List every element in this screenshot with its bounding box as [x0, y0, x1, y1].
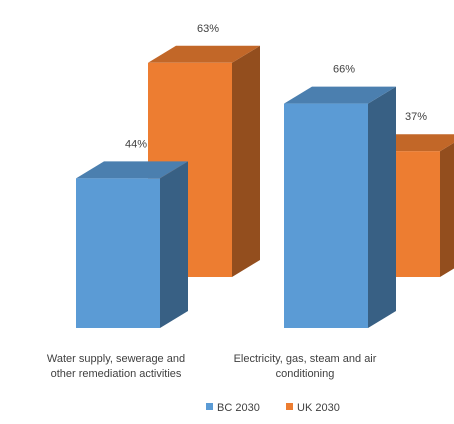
data-label: 37%: [405, 111, 427, 123]
category-labels-layer: Water supply, sewerage and other remediat…: [47, 353, 377, 380]
legend-swatch: [206, 403, 213, 410]
data-labels-layer: 63% 44% 37% 66%: [125, 23, 427, 151]
legend-label: BC 2030: [217, 402, 260, 414]
bars-layer: [76, 45, 454, 328]
bar-front-face: [284, 103, 368, 328]
data-label: 63%: [197, 23, 219, 35]
bar-bc-2030-2: [284, 86, 396, 328]
legend-item-bc-2030: BC 2030: [206, 402, 260, 414]
data-label: 66%: [333, 64, 355, 76]
legend-item-uk-2030: UK 2030: [286, 402, 340, 414]
bar-top-face: [284, 86, 396, 104]
legend-label: UK 2030: [297, 402, 340, 414]
bar-side-face: [160, 161, 188, 328]
bar-side-face: [232, 45, 260, 277]
bar-front-face: [76, 178, 160, 328]
data-label: 44%: [125, 138, 147, 150]
bar-bc-2030-1: [76, 161, 188, 328]
bar-side-face: [368, 86, 396, 328]
legend-swatch: [286, 403, 293, 410]
bar-side-face: [440, 142, 454, 277]
category-label: Water supply, sewerage and other remediat…: [47, 353, 185, 380]
legend: BC 2030 UK 2030: [206, 402, 340, 414]
bar-top-face: [148, 45, 260, 63]
bar-top-face: [76, 161, 188, 179]
category-label: Electricity, gas, steam and air condition…: [234, 353, 377, 380]
